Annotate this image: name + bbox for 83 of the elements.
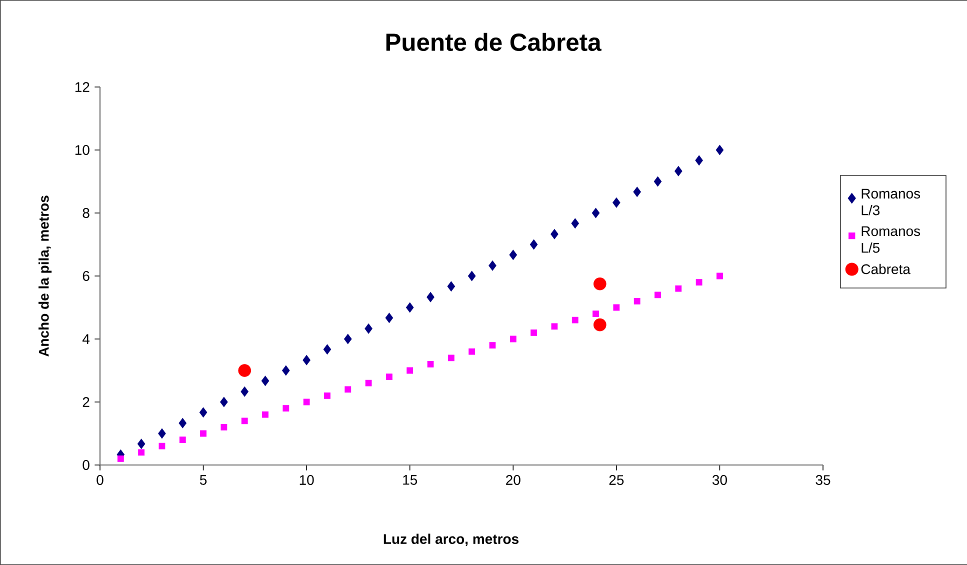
x-tick-label: 25 [609,475,624,485]
point [550,229,558,240]
point [178,418,187,428]
point [158,428,166,439]
point [551,323,558,330]
point [241,418,248,424]
y-tick-label: 10 [75,145,90,155]
y-tick-label: 8 [82,208,90,218]
x-tick-label: 10 [300,475,314,485]
point [302,355,310,366]
x-tick-label: 30 [712,475,727,485]
x-axis-title: Luz del arco, metros [384,534,519,546]
point [612,198,620,208]
point [716,272,723,280]
point [654,176,662,187]
point [633,186,641,197]
point [716,144,724,156]
point [262,411,268,418]
point [179,436,186,444]
point [282,365,290,376]
x-tick-label: 0 [96,475,104,485]
y-tick-label: 2 [82,397,90,407]
point [137,438,146,449]
x-tick-label: 5 [200,475,207,485]
y-tick-label: 6 [82,271,90,281]
point [468,270,476,282]
point [200,430,206,437]
point [447,281,456,292]
point [510,336,516,342]
y-tick-label: 0 [82,460,90,470]
point [220,396,228,408]
point [364,324,372,334]
point [282,405,290,412]
point [344,334,352,344]
point [158,442,166,450]
legend-label: Cabreta [861,264,910,274]
point [240,386,248,397]
legend-label: Romanos L/3 [862,188,920,216]
point [238,364,252,377]
point [406,367,414,374]
point [220,424,228,430]
point [448,354,454,362]
point [138,449,145,456]
point [530,239,538,250]
point [426,292,434,302]
point [406,302,414,313]
point [674,166,682,176]
legend-label: Romanos L/5 [862,226,920,253]
point [530,329,538,336]
point [386,374,392,380]
point [468,348,476,355]
point [261,376,270,386]
point [427,361,434,368]
point [365,380,372,386]
point [592,310,599,318]
point [634,298,640,304]
y-tick-label: 12 [75,82,90,92]
point [488,260,496,271]
point [572,316,578,324]
point [654,292,661,298]
point [117,455,124,462]
point [489,342,496,349]
x-tick-label: 20 [506,475,520,485]
point [695,155,703,166]
point [594,277,606,290]
y-axis-title: Ancho de la pila, metros [38,196,52,357]
point [199,407,208,418]
point [675,285,682,292]
point [324,392,330,399]
x-tick-label: 15 [403,475,418,485]
y-tick-label: 4 [82,334,90,344]
point [303,398,310,406]
chart-title: Puente de Cabreta [386,32,602,52]
point [344,386,352,393]
point [509,250,518,260]
point [385,312,394,323]
x-tick-label: 35 [816,475,830,485]
point [571,218,579,228]
point [592,208,600,218]
point [696,279,702,286]
point [323,344,332,354]
point [613,304,620,311]
point [594,318,606,332]
